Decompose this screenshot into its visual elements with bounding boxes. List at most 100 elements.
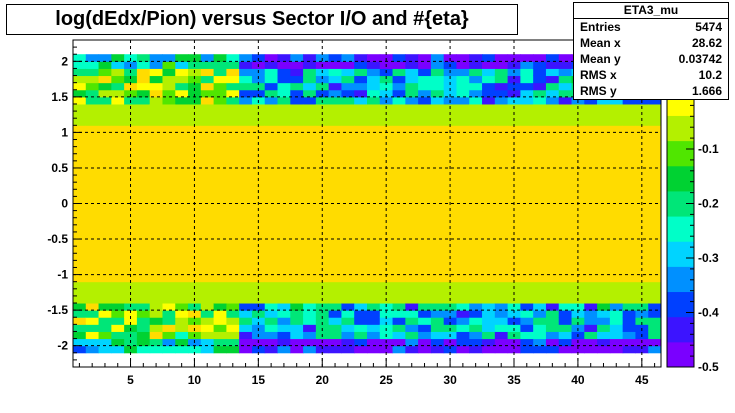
heatmap-cell <box>239 196 253 204</box>
heatmap-cell <box>315 239 330 247</box>
heatmap-cell <box>175 345 189 354</box>
heatmap-cell <box>239 253 253 261</box>
heatmap-cell <box>354 182 368 190</box>
heatmap-cell <box>418 331 432 340</box>
heatmap-cell <box>226 288 240 297</box>
x-tick-label: 20 <box>316 373 330 387</box>
heatmap-cell <box>430 68 445 77</box>
heatmap-cell <box>111 288 125 297</box>
heatmap-cell <box>149 139 163 148</box>
y-tick-label: 2 <box>61 54 68 68</box>
heatmap-cell <box>456 54 470 62</box>
heatmap-cell <box>405 288 419 297</box>
heatmap-cell <box>226 331 240 340</box>
heatmap-cell <box>494 61 509 69</box>
palette-swatch <box>667 140 694 167</box>
heatmap-cell <box>354 75 368 84</box>
heatmap-cell <box>520 153 534 162</box>
heatmap-cell <box>354 167 368 176</box>
heatmap-cell <box>277 274 291 283</box>
heatmap-cell <box>533 310 547 318</box>
heatmap-cell <box>418 125 432 133</box>
heatmap-cell <box>533 253 547 261</box>
heatmap-cell <box>584 310 598 318</box>
heatmap-cell <box>277 345 291 354</box>
heatmap-cell <box>533 331 547 340</box>
heatmap-cell <box>418 54 432 62</box>
heatmap-cell <box>443 89 457 98</box>
heatmap-cell <box>264 61 279 69</box>
heatmap-cell <box>418 68 432 77</box>
heatmap-cell <box>239 231 253 240</box>
heatmap-cell <box>533 132 547 141</box>
heatmap-cell <box>213 224 227 233</box>
heatmap-cell <box>239 281 253 290</box>
heatmap-cell <box>609 231 624 240</box>
heatmap-cell <box>290 267 304 276</box>
heatmap-cell <box>200 139 215 148</box>
heatmap-cell <box>367 160 381 169</box>
heatmap-cell <box>85 239 100 247</box>
heatmap-cell <box>328 239 342 247</box>
heatmap-cell <box>545 217 560 226</box>
heatmap-cell <box>558 189 573 197</box>
heatmap-cell <box>264 111 279 119</box>
heatmap-cell <box>200 239 215 247</box>
heatmap-cell <box>405 217 419 226</box>
heatmap-cell <box>251 239 266 247</box>
heatmap-cell <box>430 118 445 126</box>
heatmap-cell <box>609 288 624 297</box>
heatmap-cell <box>303 239 317 247</box>
heatmap-cell <box>200 224 215 233</box>
heatmap-cell <box>456 75 470 84</box>
heatmap-cell <box>558 253 573 261</box>
heatmap-cell <box>226 160 240 169</box>
heatmap-cell <box>418 96 432 105</box>
heatmap-cell <box>73 260 87 268</box>
heatmap-cell <box>609 160 624 169</box>
heatmap-cell <box>85 253 100 261</box>
heatmap-cell <box>98 118 112 126</box>
heatmap-cell <box>111 310 125 318</box>
heatmap-cell <box>533 61 547 69</box>
heatmap-cell <box>175 189 189 197</box>
heatmap-cell <box>290 111 304 119</box>
heatmap-cell <box>328 160 342 169</box>
heatmap-cell <box>494 274 509 283</box>
heatmap-cell <box>149 96 163 105</box>
heatmap-cell <box>379 167 394 176</box>
heatmap-cell <box>597 331 611 340</box>
heatmap-cell <box>354 82 368 91</box>
heatmap-cell <box>609 331 624 340</box>
heatmap-cell <box>341 303 355 311</box>
stats-value: 28.62 <box>691 36 722 50</box>
heatmap-cell <box>200 75 215 84</box>
heatmap-cell <box>98 210 112 219</box>
heatmap-cell <box>328 89 342 98</box>
heatmap-cell <box>239 89 253 98</box>
heatmap-cell <box>290 246 304 254</box>
heatmap-cell <box>175 82 189 91</box>
heatmap-cell <box>418 132 432 141</box>
heatmap-cell <box>303 295 317 304</box>
heatmap-cell <box>277 61 291 69</box>
heatmap-cell <box>482 139 496 148</box>
heatmap-cell <box>98 246 112 254</box>
heatmap-cell <box>341 68 355 77</box>
heatmap-cell <box>251 89 266 98</box>
heatmap-cell <box>354 324 368 332</box>
heatmap-cell <box>239 160 253 169</box>
heatmap-cell <box>533 295 547 304</box>
heatmap-cell <box>73 203 87 212</box>
heatmap-cell <box>149 317 163 325</box>
heatmap-cell <box>303 260 317 268</box>
heatmap-cell <box>341 246 355 254</box>
heatmap-cell <box>303 310 317 318</box>
heatmap-cell <box>213 132 227 141</box>
heatmap-cell <box>545 295 560 304</box>
heatmap-cell <box>584 103 598 112</box>
heatmap-cell <box>85 146 100 155</box>
heatmap-cell <box>622 310 636 318</box>
heatmap-cell <box>622 139 636 148</box>
heatmap-cell <box>175 182 189 190</box>
